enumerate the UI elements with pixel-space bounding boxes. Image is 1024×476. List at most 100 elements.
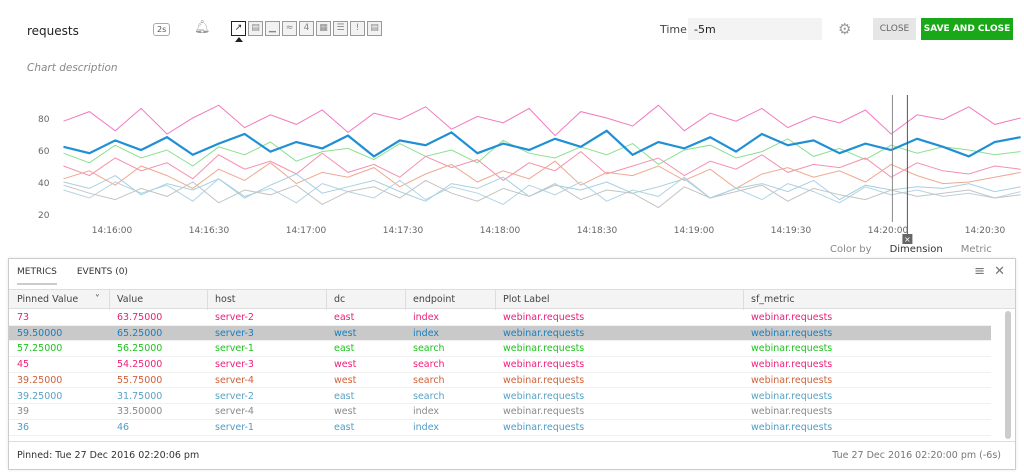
chart-description-input[interactable]: Chart description [27, 62, 118, 74]
table-cell: 39 [17, 406, 30, 418]
table-cell: 54.25000 [117, 359, 163, 371]
chart-title[interactable]: requests [27, 24, 79, 38]
column-divider [405, 290, 406, 310]
dimension-tab[interactable]: Dimension [889, 244, 943, 255]
list-icon[interactable]: ☰ [333, 21, 348, 36]
column-header[interactable]: host [215, 294, 236, 305]
table-cell: webinar.requests [751, 390, 833, 402]
column-header[interactable]: Value [117, 294, 144, 305]
table-cell: index [413, 312, 439, 323]
close-icon[interactable]: ✕ [994, 264, 1005, 279]
area-chart-icon[interactable]: ▤ [248, 21, 263, 36]
tab-events[interactable]: EVENTS (0) [76, 267, 128, 277]
table-cell: webinar.requests [751, 374, 833, 386]
heatmap-icon[interactable]: ▦ [316, 21, 331, 36]
event-feed-icon[interactable]: ! [350, 21, 365, 36]
x-tick-label: 14:17:00 [286, 226, 327, 236]
table-cell: webinar.requests [503, 359, 585, 371]
table-row[interactable]: 39.25000 31.75000 server-2 east search webina… [9, 389, 991, 405]
column-header[interactable]: Pinned Value [17, 294, 79, 305]
table-row[interactable]: 36 46 server-1 east index webinar.requests web… [9, 420, 991, 436]
menu-icon[interactable]: ≡ [974, 264, 985, 279]
metric-tab[interactable]: Metric [960, 244, 992, 255]
series-line [63, 179, 1021, 209]
table-row[interactable]: 39.25000 55.75000 server-4 west search webina… [9, 373, 991, 389]
save-and-close-button[interactable]: SAVE AND CLOSE [921, 18, 1013, 40]
color-by-tab[interactable]: Color by [830, 244, 872, 255]
sort-chevron-icon: ˅ [95, 294, 100, 305]
text-note-icon[interactable]: ▤ [367, 21, 382, 36]
table-cell: server-1 [215, 421, 254, 433]
table-cell: webinar.requests [751, 406, 833, 418]
column-chart-icon[interactable]: ▁ [265, 21, 280, 36]
x-tick-label: 14:19:30 [771, 226, 812, 236]
table-cell: server-3 [215, 327, 254, 339]
refresh-interval-badge: 2s [153, 23, 171, 36]
column-header[interactable]: sf_metric [751, 294, 795, 305]
column-header[interactable]: dc [334, 294, 346, 305]
table-cell: search [413, 374, 445, 386]
table-row[interactable]: 39 33.50000 server-4 west index webinar.reque… [9, 404, 991, 420]
time-range-input[interactable] [688, 18, 822, 40]
table-cell: server-4 [215, 406, 254, 418]
table-cell: index [413, 421, 439, 433]
table-cell: webinar.requests [751, 359, 833, 371]
bell-icon[interactable]: 🔔︎ [194, 20, 211, 35]
x-tick-label: 14:20:00 [868, 226, 909, 236]
table-cell: webinar.requests [751, 327, 833, 339]
line-chart-icon[interactable]: ↗ [231, 21, 246, 36]
column-divider [743, 290, 744, 310]
pin-close-icon: × [904, 235, 911, 244]
table-cell: 39.25000 [17, 374, 63, 386]
table-cell: webinar.requests [503, 312, 585, 323]
column-divider [495, 290, 496, 310]
table-cell: search [413, 359, 445, 371]
histogram-icon[interactable]: ≈ [282, 21, 297, 36]
table-cell: server-1 [215, 343, 254, 355]
table-cell: webinar.requests [503, 421, 585, 433]
series-line [63, 104, 1021, 137]
gear-icon[interactable]: ⚙ [838, 20, 852, 38]
table-cell: webinar.requests [503, 374, 585, 386]
chart-type-selector: ↗ ▤ ▁ ≈4 ▦ ☰! ▤ [231, 21, 382, 36]
table-cell: webinar.requests [503, 343, 585, 355]
column-header[interactable]: Plot Label [503, 294, 550, 305]
table-cell: west [334, 374, 357, 386]
single-value-icon[interactable]: 4 [299, 21, 314, 36]
table-header: Pinned Value ˅ Value host dc endpoint Plot Lab… [9, 289, 1015, 310]
line-chart[interactable]: 20 40 60 80 14:16:00 14:16:30 14:17:00 14:17:30… [0, 90, 1024, 244]
table-cell: 63.75000 [117, 312, 163, 323]
table-cell: server-2 [215, 312, 254, 323]
y-tick-label: 20 [38, 211, 50, 221]
table-cell: webinar.requests [503, 406, 585, 418]
table-cell: 59.50000 [17, 327, 63, 339]
series-line [63, 129, 1021, 158]
table-cell: server-3 [215, 359, 254, 371]
x-tick-label: 14:17:30 [383, 226, 424, 236]
x-tick-label: 14:18:30 [577, 226, 618, 236]
table-row[interactable]: 73 63.75000 server-2 east index webinar.reque… [9, 310, 991, 326]
table-cell: index [413, 406, 439, 418]
table-row[interactable]: 59.50000 65.25000 server-3 west index webinar… [9, 325, 991, 342]
table-row[interactable]: 45 54.25000 server-3 west search webinar.requ… [9, 357, 991, 373]
behind-tabs: Color by Dimension Metric [830, 244, 992, 256]
pinned-timestamp: Pinned: Tue 27 Dec 2016 02:20:06 pm [17, 450, 200, 461]
table-row[interactable]: 57.25000 56.25000 server-1 east search webina… [9, 341, 991, 358]
table-cell: east [334, 390, 355, 402]
column-header[interactable]: endpoint [413, 294, 456, 305]
series-line [63, 160, 1021, 189]
series-line [63, 138, 1021, 167]
table-cell: west [334, 406, 357, 418]
scrollbar[interactable] [1005, 311, 1011, 439]
table-cell: 33.50000 [117, 406, 163, 418]
table-cell: 31.75000 [117, 390, 163, 402]
data-table-panel: METRICS EVENTS (0) ≡ ✕ Pinned Value ˅ Valu… [8, 258, 1016, 470]
table-cell: 46 [117, 421, 130, 433]
close-button[interactable]: CLOSE [873, 18, 916, 40]
table-cell: webinar.requests [751, 312, 833, 323]
table-cell: webinar.requests [503, 390, 585, 402]
column-divider [207, 290, 208, 310]
tab-metrics[interactable]: METRICS [17, 267, 57, 285]
x-tick-label: 14:18:00 [480, 226, 521, 236]
current-timestamp: Tue 27 Dec 2016 02:20:00 pm (-6s) [832, 450, 1001, 461]
